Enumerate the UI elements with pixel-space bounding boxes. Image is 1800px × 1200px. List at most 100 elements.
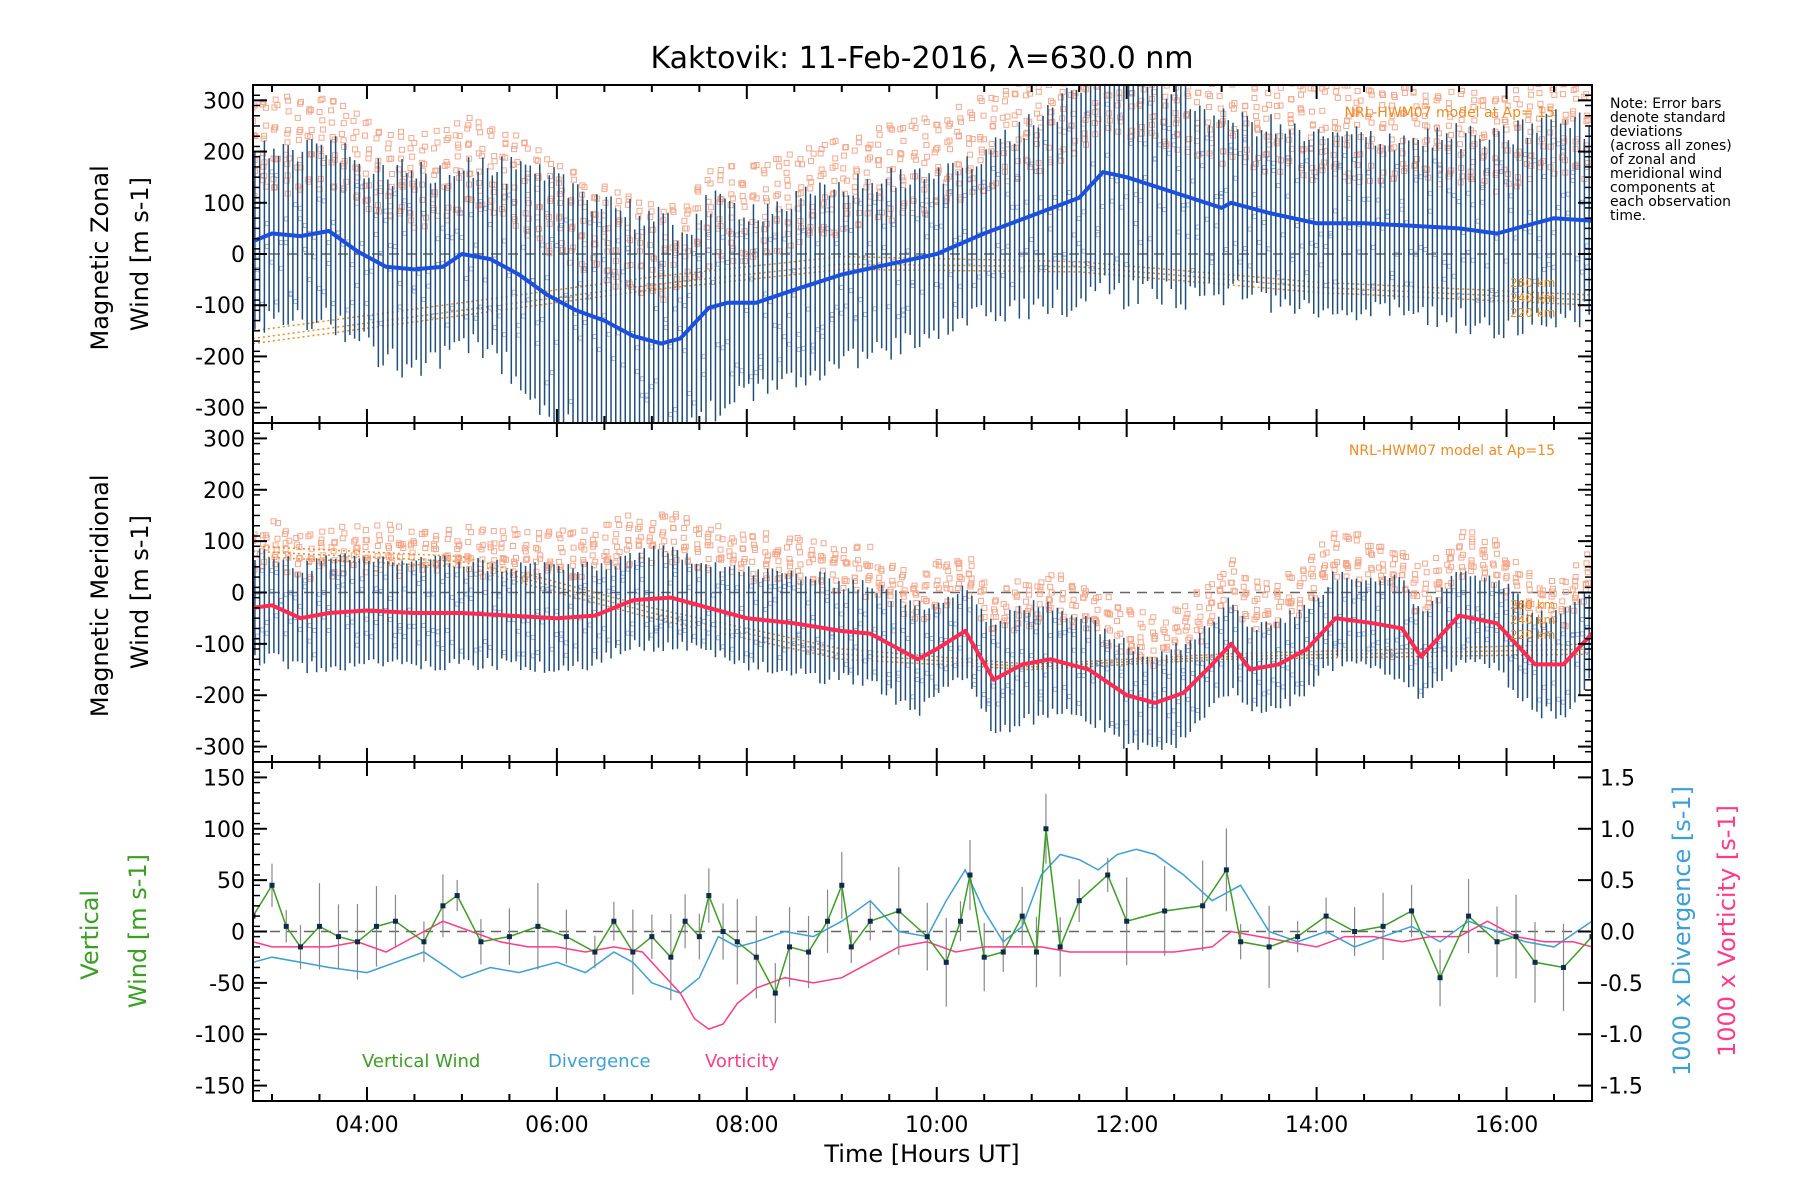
model-box [900, 593, 907, 600]
model-box [350, 117, 357, 124]
model-box [1572, 574, 1579, 581]
model-box [1035, 102, 1042, 109]
model-box [718, 253, 725, 260]
model-box [1528, 152, 1535, 159]
model-box [294, 561, 301, 568]
model-box [317, 97, 324, 104]
model-box [362, 120, 369, 127]
model-box [901, 611, 908, 618]
model-box [967, 583, 974, 590]
model-box [1547, 103, 1554, 110]
model-box [1197, 613, 1204, 620]
vertical-wind-point [630, 949, 636, 955]
vertical-wind-point [825, 918, 831, 924]
model-box [876, 574, 883, 581]
model-line [253, 263, 1592, 340]
model-box [490, 528, 497, 535]
zonal-altitude-label-260: 260 km [1510, 276, 1555, 290]
model-box [1026, 587, 1033, 594]
model-box [340, 163, 347, 170]
model-box [818, 553, 825, 560]
model-box [1380, 91, 1387, 98]
model-box [272, 551, 279, 558]
model-box [1422, 580, 1429, 587]
model-box [856, 210, 863, 217]
model-box [988, 94, 995, 101]
model-box [1310, 585, 1317, 592]
model-box [749, 219, 756, 226]
model-box [1549, 86, 1556, 93]
model-box [1458, 554, 1465, 561]
model-box [570, 169, 577, 176]
model-box [1103, 78, 1108, 83]
model-box [511, 216, 518, 223]
model-box [1011, 589, 1018, 596]
vertical-wind-point [787, 944, 793, 950]
zonal-model-label: NRL-HWM07 model at Ap= 15 [1344, 105, 1555, 121]
model-box [968, 562, 975, 569]
model-box [317, 146, 324, 153]
model-box [491, 158, 498, 165]
model-box [1060, 85, 1067, 87]
model-box [407, 145, 414, 152]
model-box [1060, 105, 1067, 112]
model-box [932, 561, 939, 568]
model-box [1093, 85, 1100, 90]
model-box [547, 161, 554, 168]
model-box [1309, 176, 1316, 183]
model-box [1230, 568, 1237, 575]
model-box [418, 531, 425, 538]
model-box [1526, 609, 1533, 616]
model-box [890, 581, 897, 588]
model-box [1333, 541, 1340, 548]
model-box [899, 590, 906, 597]
model-box [707, 204, 714, 211]
model-box [1160, 119, 1167, 126]
model-box [729, 559, 736, 566]
model-box [1152, 132, 1159, 139]
model-box [343, 112, 350, 119]
model-box [433, 536, 440, 543]
model-box [1354, 88, 1361, 95]
model-box [1229, 557, 1236, 564]
model-box [590, 562, 597, 569]
model-box [1422, 585, 1429, 592]
model-box [1458, 573, 1465, 580]
model-box [445, 526, 452, 533]
model-box [1254, 578, 1261, 585]
model-box [1206, 69, 1211, 74]
model-box [1273, 589, 1280, 596]
model-box [944, 139, 951, 146]
model-box [602, 226, 609, 233]
model-box [479, 145, 486, 152]
model-box [762, 213, 769, 220]
model-box [1024, 158, 1031, 165]
vertical-wind-panel [253, 793, 1592, 1030]
vertical-wind-point [1076, 898, 1082, 904]
model-box [1126, 636, 1133, 643]
y-tick-label: -300 [195, 736, 245, 761]
model-box [408, 528, 415, 535]
model-box [762, 195, 769, 202]
model-box [1002, 88, 1009, 95]
model-box [614, 543, 621, 550]
model-box [263, 104, 270, 111]
model-box [307, 531, 314, 538]
model-box [912, 124, 919, 131]
model-box [365, 155, 372, 162]
note-line-3: deviations [1610, 124, 1682, 140]
meridional-altitude-labels: 260 km 240 km 220 km [1510, 598, 1555, 642]
meridional-model-label: NRL-HWM07 model at Ap=15 [1349, 443, 1555, 459]
model-box [319, 95, 326, 102]
model-box [407, 164, 414, 171]
model-box [1379, 101, 1386, 108]
model-box [635, 213, 642, 220]
model-box [1207, 126, 1214, 133]
model-box [395, 523, 402, 530]
vertical-wind-point [316, 923, 322, 929]
model-box [419, 566, 426, 573]
model-box [1448, 88, 1455, 95]
chart-title: Kaktovik: 11-Feb-2016, λ=630.0 nm [650, 41, 1193, 76]
model-box [434, 139, 441, 146]
model-box [284, 161, 291, 168]
